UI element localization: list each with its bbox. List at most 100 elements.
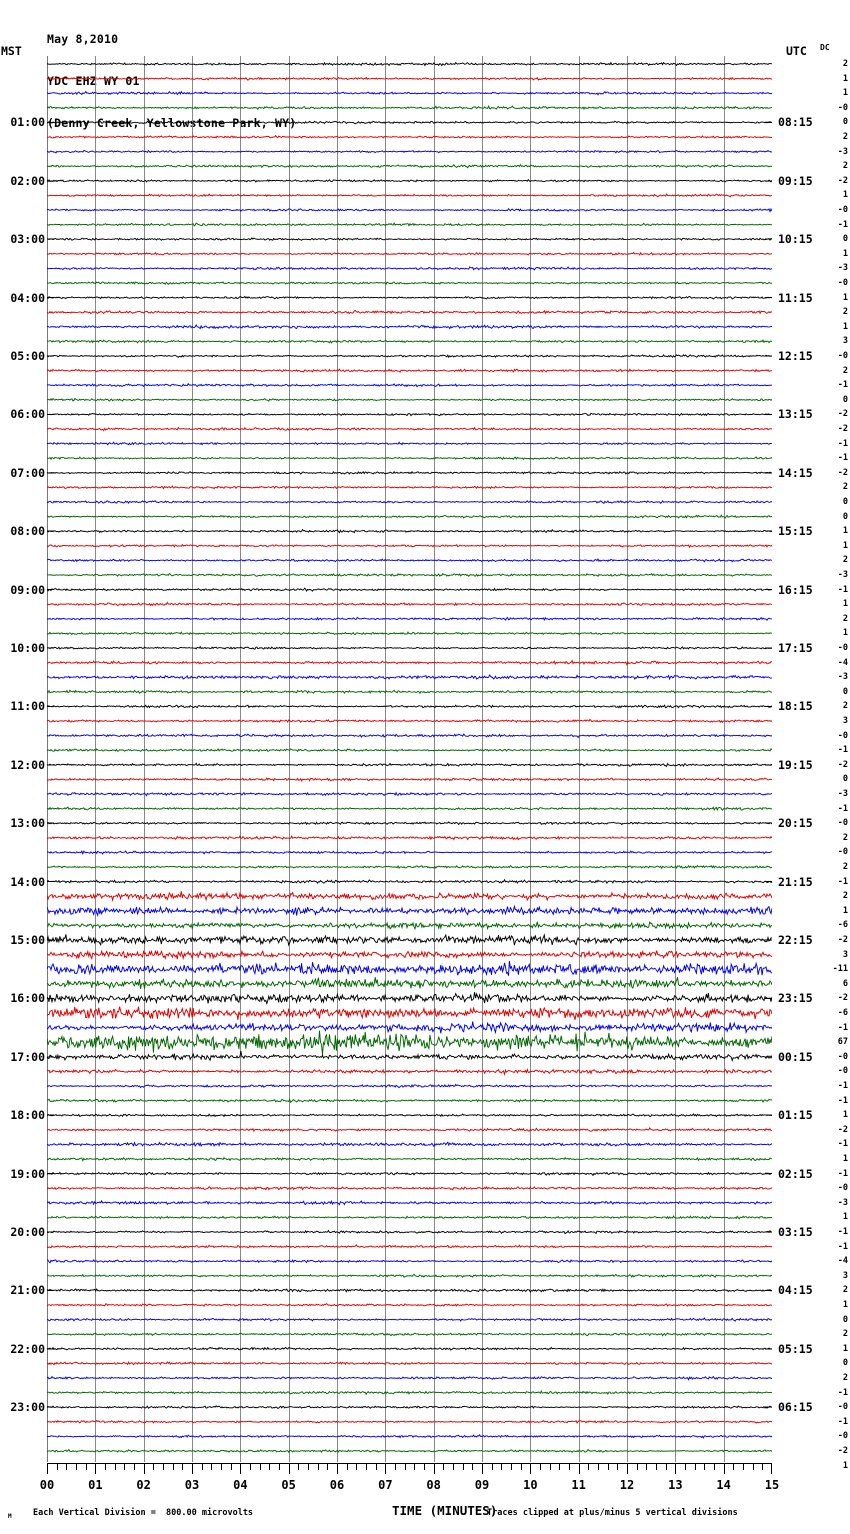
trace-75 bbox=[47, 1156, 772, 1162]
trace-13 bbox=[47, 251, 772, 256]
dc-offset-value: 1 bbox=[842, 599, 848, 610]
trace-80 bbox=[47, 1229, 772, 1235]
dc-offset-value: -11 bbox=[832, 964, 848, 975]
utc-hour-label-1115: 11:15 bbox=[778, 290, 813, 305]
corner-mark: M bbox=[8, 1513, 12, 1520]
header-location: (Denny Creek, Yellowstone Park, WY) bbox=[47, 116, 297, 130]
trace-17 bbox=[47, 309, 772, 315]
x-tick-label-04: 04 bbox=[233, 1478, 248, 1492]
trace-33 bbox=[47, 543, 772, 549]
trace-46 bbox=[47, 733, 772, 739]
trace-35 bbox=[47, 572, 772, 577]
trace-94 bbox=[47, 1433, 772, 1439]
trace-59 bbox=[47, 920, 772, 931]
dc-offset-value: 1 bbox=[842, 292, 848, 303]
trace-26 bbox=[47, 441, 772, 446]
dc-offset-value: -2 bbox=[837, 759, 848, 770]
mst-hour-label-1500: 15:00 bbox=[10, 933, 45, 947]
utc-hour-label-2215: 22:15 bbox=[778, 933, 813, 947]
utc-hour-label-1815: 18:15 bbox=[778, 699, 813, 714]
trace-10 bbox=[47, 207, 772, 213]
dc-offset-value: 2 bbox=[842, 482, 848, 493]
mst-hour-label-2300: 23:00 bbox=[10, 1400, 45, 1415]
x-tick-label-15: 15 bbox=[764, 1478, 780, 1492]
utc-hour-label-1315: 13:15 bbox=[778, 407, 813, 422]
x-tick-label-01: 01 bbox=[88, 1478, 103, 1492]
dc-offset-value: -0 bbox=[837, 1066, 848, 1077]
dc-offset-value: 0 bbox=[842, 497, 848, 507]
dc-offset-value: -0 bbox=[837, 278, 848, 288]
dc-offset-value: -2 bbox=[837, 993, 848, 1004]
dc-offset-value: -1 bbox=[837, 1168, 848, 1179]
trace-16 bbox=[47, 295, 772, 300]
dc-offset-value: -3 bbox=[837, 570, 848, 580]
mst-hour-label-column: 01:00 02:00 03:00 04:00 05:00 06:00 07:00 08:00… bbox=[0, 0, 45, 1534]
mst-hour-label-1400: 14:00 bbox=[10, 874, 45, 889]
utc-hour-label-column: 08:15 09:15 10:15 11:15 12:15 13:15 14:15 15:15… bbox=[778, 0, 850, 1534]
trace-55 bbox=[47, 864, 772, 870]
dc-offset-value: 1 bbox=[842, 88, 848, 99]
x-tick-label-13: 13 bbox=[668, 1478, 683, 1492]
trace-37 bbox=[47, 601, 772, 607]
dc-offset-value: 1 bbox=[842, 1154, 848, 1164]
mst-hour-label-0900: 09:00 bbox=[10, 582, 45, 597]
utc-hour-label-0015: 00:15 bbox=[778, 1049, 813, 1064]
dc-offset-value: -2 bbox=[837, 1446, 848, 1456]
dc-offset-value: -0 bbox=[837, 643, 848, 653]
trace-25 bbox=[47, 426, 772, 432]
trace-87 bbox=[47, 1332, 772, 1337]
trace-43 bbox=[47, 689, 772, 695]
dc-offset-value: 1 bbox=[842, 628, 848, 639]
x-tick-label-03: 03 bbox=[184, 1478, 200, 1492]
trace-45 bbox=[47, 718, 772, 724]
x-tick-label-10: 10 bbox=[523, 1478, 538, 1492]
dc-offset-value: -0 bbox=[837, 351, 848, 361]
trace-32 bbox=[47, 528, 772, 534]
trace-82 bbox=[47, 1258, 772, 1264]
x-tick-label-05: 05 bbox=[281, 1478, 296, 1492]
trace-11 bbox=[47, 222, 772, 227]
dc-offset-value: -1 bbox=[837, 745, 848, 756]
trace-76 bbox=[47, 1171, 772, 1177]
utc-hour-label-2015: 20:15 bbox=[778, 816, 813, 831]
mst-hour-label-0300: 03:00 bbox=[10, 232, 45, 247]
mst-hour-label-1300: 13:00 bbox=[10, 816, 45, 831]
x-axis bbox=[47, 1462, 773, 1476]
utc-hour-label-2315: 23:15 bbox=[778, 991, 813, 1006]
x-tick-label-08: 08 bbox=[426, 1478, 441, 1492]
trace-3 bbox=[47, 105, 772, 111]
dc-offset-value: -1 bbox=[837, 1416, 848, 1427]
trace-95 bbox=[47, 1448, 772, 1454]
dc-offset-value: -3 bbox=[837, 146, 848, 157]
dc-offset-value: 2 bbox=[842, 862, 848, 872]
dc-offset-value: 0 bbox=[842, 774, 848, 785]
trace-92 bbox=[47, 1405, 772, 1409]
trace-83 bbox=[47, 1273, 772, 1279]
trace-68 bbox=[47, 1050, 772, 1062]
utc-hour-label-0315: 03:15 bbox=[778, 1225, 813, 1239]
trace-63 bbox=[47, 977, 772, 990]
dc-offset-value: -1 bbox=[837, 1095, 848, 1106]
dc-offset-value: -2 bbox=[837, 424, 848, 434]
helicorder-plot[interactable] bbox=[47, 56, 772, 1462]
chart-header: May 8,2010 YDC EHZ WY 01 (Denny Creek, Y… bbox=[47, 4, 296, 144]
dc-column-header: DC bbox=[820, 43, 830, 52]
mst-hour-label-0200: 02:00 bbox=[10, 173, 45, 188]
dc-offset-value: 2 bbox=[842, 132, 848, 142]
trace-74 bbox=[47, 1141, 772, 1148]
trace-15 bbox=[47, 281, 772, 286]
mst-hour-label-1800: 18:00 bbox=[10, 1108, 45, 1123]
dc-offset-value: 0 bbox=[842, 394, 848, 405]
dc-offset-value: 0 bbox=[842, 1358, 848, 1369]
dc-offset-value: 2 bbox=[842, 161, 848, 172]
trace-48 bbox=[47, 762, 772, 768]
mst-hour-label-2100: 21:00 bbox=[10, 1283, 45, 1298]
trace-39 bbox=[47, 631, 772, 636]
trace-41 bbox=[47, 659, 772, 666]
trace-89 bbox=[47, 1361, 772, 1366]
trace-14 bbox=[47, 266, 772, 271]
trace-54 bbox=[47, 850, 772, 856]
x-tick-labels: 00 01 02 03 04 05 06 07 08 09 10 11 12 13 14 15 bbox=[0, 1478, 850, 1494]
trace-1 bbox=[47, 76, 772, 81]
dc-offset-value: 3 bbox=[842, 716, 848, 726]
